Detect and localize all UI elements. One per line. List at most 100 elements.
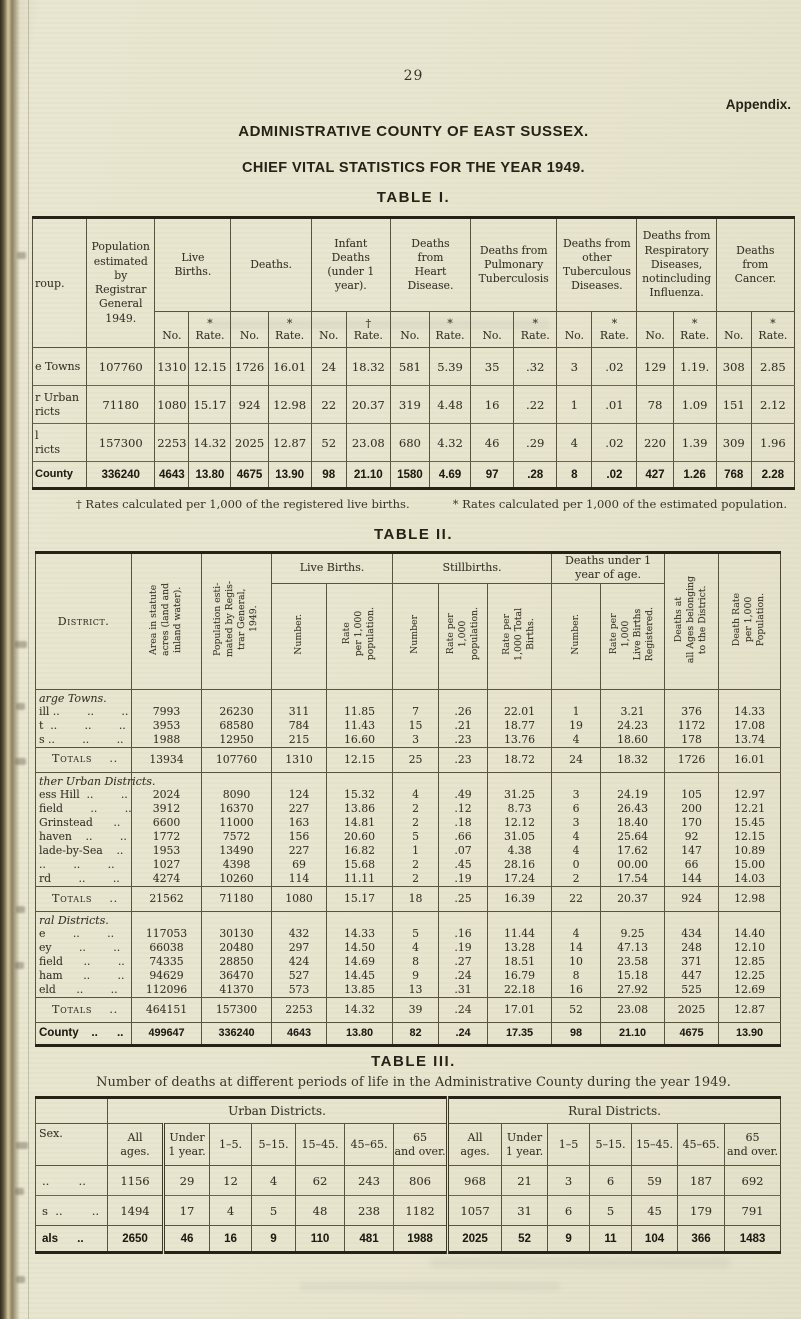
table1-column-group-header: Deaths from Respiratory Diseases, notinc…: [636, 217, 717, 312]
table1-rate-header: * Rate.: [672, 311, 717, 348]
page-content: 29 Appendix. ADMINISTRATIVE COUNTY OF EA…: [31, 0, 795, 1255]
area-column-header: Area in statute acres (land and inland w…: [131, 552, 202, 690]
sex-top-spacer: [35, 1097, 108, 1125]
table2-row: .. .. .. 1027 4398 69 15.68 2 .45 28.16 …: [35, 858, 781, 873]
book-binding-edge: [0, 0, 20, 1319]
table1-column-group-header: Deaths from other Tuberculous Diseases.: [556, 217, 637, 312]
page-edge-smudge: [16, 1142, 28, 1149]
sex-row-label: .. ..: [35, 1165, 108, 1196]
table2-row: Totals .. 21562 71180 1080 15.17 18 .25 …: [35, 885, 781, 912]
appendix-label: Appendix.: [725, 97, 791, 112]
table2-row: lade-by-Sea .. 1953 13490 227 16.82 1 .0…: [35, 844, 781, 859]
district-name: e .. ..: [35, 927, 132, 942]
rate-footnote-mark: †: [365, 317, 372, 330]
footnote-star: * Rates calculated per 1,000 of the esti…: [452, 497, 787, 511]
table3-row: s .. .. 1494 17 4 5 48 238 1182 1057 31 …: [35, 1195, 781, 1226]
table1-column-group-header: Infant Deaths (under 1 year).: [310, 217, 391, 312]
rate-footnote-mark: *: [207, 317, 213, 330]
table1-column-group-header: Deaths from Pulmonary Tuberculosis: [470, 217, 557, 312]
rate-footnote-mark: *: [447, 317, 453, 330]
table1-population-header: Population estimated by Registrar Genera…: [86, 217, 155, 348]
table1-row: County 336240 4643 13.80 4675 13.90 98 2…: [31, 461, 795, 489]
rate-footnote-mark: *: [770, 317, 776, 330]
table2-row: Totals .. 464151 157300 2253 14.32 39 .2…: [35, 997, 781, 1024]
row-label: r Urban ricts: [31, 385, 87, 424]
table2-row: s .. .. .. 1988 12950 215 16.60 3 .23 13…: [35, 733, 781, 748]
rural-districts-group-header: Rural Districts.: [446, 1097, 781, 1125]
table2-row: Grinstead .. 6600 11000 163 14.81 2 .18 …: [35, 816, 781, 831]
district-name: County .. ..: [35, 1022, 132, 1046]
district-name: Totals ..: [35, 746, 132, 773]
table3-label: TABLE III.: [371, 1053, 456, 1071]
table1-no-header: No.: [154, 311, 189, 348]
sex-column-header: Sex.: [35, 1123, 108, 1167]
table1-no-header: No.: [715, 311, 752, 348]
table1-no-header: No.: [389, 311, 430, 348]
table1-rate-header: * Rate.: [188, 311, 231, 348]
table1-rate-header: * Rate.: [591, 311, 637, 348]
sb-rate-total-header: Rate per 1,000 Total Births.: [486, 583, 552, 690]
district-name: lade-by-Sea ..: [35, 844, 132, 859]
table1-no-header: No.: [556, 311, 592, 348]
table1-row: r Urban ricts 71180 1080 15.17 924 12.98…: [31, 385, 795, 424]
lb-rate-header: Rate per 1,000 population.: [326, 583, 393, 690]
table1-rate-header: † Rate.: [345, 311, 391, 348]
table1-label: TABLE I.: [376, 189, 451, 206]
district-name: field .. ..: [35, 955, 132, 970]
rate-footnote-mark: *: [286, 317, 293, 330]
sex-row-label: als ..: [35, 1225, 108, 1253]
table1-rate-header: * Rate.: [513, 311, 557, 348]
table2-row: County .. .. 499647 336240 4643 13.80 82…: [35, 1022, 781, 1046]
table1-no-header: No.: [636, 311, 674, 348]
table2-row: field .. .. 3912 16370 227 13.86 2 .12 8…: [35, 802, 781, 817]
page-edge-smudge: [15, 758, 26, 765]
page-number: 29: [403, 68, 424, 84]
page-edge-smudge: [16, 703, 25, 710]
district-name: ess Hill .. ..: [35, 788, 132, 803]
table2-label: TABLE II.: [373, 526, 454, 543]
table2-row: e .. .. 117053 30130 432 14.33 5 .16 11.…: [35, 927, 781, 942]
page-subtitle: CHIEF VITAL STATISTICS FOR THE YEAR 1949…: [242, 160, 585, 176]
table2-row: ral Districts.: [35, 911, 781, 928]
table1-no-header: No.: [470, 311, 514, 348]
population-column-header: Population esti- mated by Regis- trar Ge…: [201, 552, 272, 690]
table2-row: Totals .. 13934 107760 1310 12.15 25 .23…: [35, 746, 781, 773]
district-name: ther Urban Districts.: [35, 772, 155, 789]
table2-row: field .. .. 74335 28850 424 14.69 8 .27 …: [35, 955, 781, 970]
table3-row: .. .. 1156 29 12 4 62 243 806 968 21 3 6…: [35, 1165, 781, 1196]
table2-row: rd .. .. 4274 10260 114 11.11 2 .19 17.2…: [35, 872, 781, 887]
table2-row: ey .. .. 66038 20480 297 14.50 4 .19 13.…: [35, 941, 781, 956]
district-name: haven .. ..: [35, 830, 132, 845]
du-rate-header: Rate per 1,000 Live Births Registered.: [600, 583, 665, 690]
deaths-all-ages-column-header: Deaths at all Ages belonging to the Dist…: [664, 552, 719, 690]
row-label: e Towns: [31, 347, 87, 386]
table2-row: ess Hill .. .. 2024 8090 124 15.32 4 .49…: [35, 788, 781, 803]
deaths-under1-group-header: Deaths under 1 year of age.: [551, 552, 665, 584]
table-3-deaths-by-age: Urban Districts. Rural Districts. Sex. A…: [35, 1096, 782, 1255]
district-name: Totals ..: [35, 997, 132, 1024]
table2-row: ther Urban Districts.: [35, 772, 781, 789]
row-label: l ricts: [31, 423, 87, 462]
du-number-header: Number.: [551, 583, 601, 690]
page-edge-smudge: [16, 906, 25, 913]
sb-number-header: Number: [392, 583, 439, 690]
table2-row: ill .. .. .. 7993 26230 311 11.85 7 .26 …: [35, 705, 781, 720]
district-name: ham .. ..: [35, 969, 132, 984]
urban-districts-group-header: Urban Districts.: [106, 1097, 448, 1125]
page-title: ADMINISTRATIVE COUNTY OF EAST SUSSEX.: [238, 123, 589, 140]
district-name: field .. ..: [35, 802, 132, 817]
table1-no-header: No.: [310, 311, 347, 348]
table1-rate-header: * Rate.: [267, 311, 312, 348]
district-name: arge Towns.: [35, 689, 132, 706]
page-edge-smudge: [15, 962, 24, 969]
district-name: .. .. ..: [35, 858, 132, 873]
sex-row-label: s .. ..: [35, 1195, 108, 1226]
table1-no-header: No.: [230, 311, 269, 348]
footnote-dagger: † Rates calculated per 1,000 of the regi…: [76, 497, 410, 511]
district-column-header: District.: [35, 552, 132, 690]
table2-row: ham .. .. 94629 36470 527 14.45 9 .24 16…: [35, 969, 781, 984]
rate-footnote-mark: *: [532, 317, 538, 330]
table1-rate-header: * Rate.: [428, 311, 471, 348]
ink-bleed-ghost: [430, 1258, 730, 1268]
